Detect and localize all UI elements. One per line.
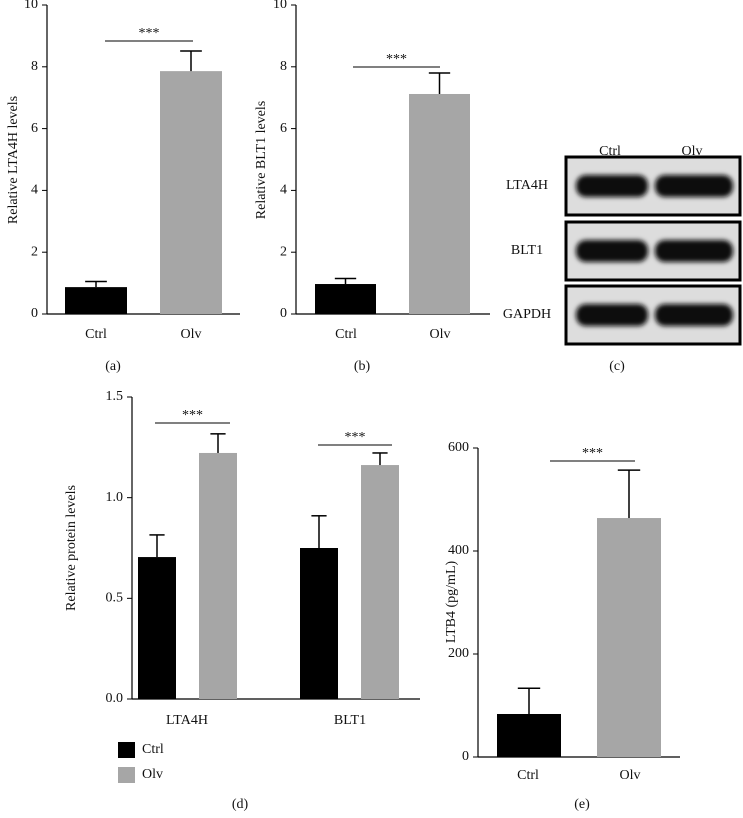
blot-band — [576, 304, 648, 326]
legend-swatch — [118, 767, 135, 783]
x-tick-label: LTA4H — [166, 713, 208, 728]
y-axis-label: Relative protein levels — [64, 485, 79, 611]
y-tick-label: 600 — [448, 440, 469, 455]
panel-label: (b) — [354, 359, 371, 374]
bar — [300, 548, 338, 699]
y-tick-label: 4 — [280, 183, 287, 198]
y-tick-label: 0 — [31, 306, 38, 321]
panel-label: (c) — [609, 359, 625, 374]
legend-label: Ctrl — [142, 742, 164, 757]
x-tick-label: Ctrl — [85, 327, 107, 342]
blot-row-label: LTA4H — [506, 178, 548, 193]
y-tick-label: 1.0 — [106, 490, 124, 505]
error-bar — [334, 277, 357, 285]
y-tick-label: 10 — [273, 0, 287, 12]
error-bar — [311, 515, 327, 548]
significance-label: *** — [182, 408, 203, 423]
y-tick-label: 2 — [280, 244, 287, 259]
error-bar — [617, 469, 641, 519]
y-tick-label: 2 — [31, 244, 38, 259]
y-axis-label: Relative BLT1 levels — [254, 101, 269, 219]
blot-band — [655, 175, 733, 197]
significance-label: *** — [386, 52, 407, 67]
bar — [409, 93, 470, 314]
error-bar — [210, 433, 226, 453]
x-tick-label: Olv — [620, 768, 641, 783]
y-tick-label: 0 — [462, 749, 469, 764]
blot-band — [655, 240, 733, 262]
bar — [65, 287, 127, 314]
bar — [199, 452, 237, 699]
y-tick-label: 8 — [280, 59, 287, 74]
panel-label: (e) — [574, 797, 590, 812]
y-tick-label: 0 — [280, 306, 287, 321]
error-bar — [85, 280, 107, 288]
legend-label: Olv — [142, 767, 163, 782]
significance-label: *** — [345, 430, 366, 445]
bar — [315, 284, 376, 314]
y-tick-label: 10 — [24, 0, 38, 12]
error-bar — [517, 687, 541, 714]
bar — [138, 557, 176, 699]
legend-swatch — [118, 742, 135, 758]
bar — [597, 518, 661, 757]
x-tick-label: Ctrl — [517, 768, 539, 783]
significance-label: *** — [582, 446, 603, 461]
y-tick-label: 200 — [448, 646, 469, 661]
x-tick-label: Ctrl — [335, 327, 357, 342]
y-axis-label: Relative LTA4H levels — [6, 96, 21, 224]
x-tick-label: BLT1 — [334, 713, 366, 728]
y-tick-label: 6 — [280, 121, 287, 136]
blot-band — [655, 304, 733, 326]
x-tick-label: Olv — [430, 327, 451, 342]
blot-column-label: Ctrl — [599, 144, 621, 159]
panel-label: (d) — [232, 797, 249, 812]
blot-band — [576, 175, 648, 197]
blot-row-label: BLT1 — [511, 243, 543, 258]
y-tick-label: 400 — [448, 543, 469, 558]
bar — [497, 713, 561, 757]
panel-label: (a) — [105, 359, 121, 374]
y-tick-label: 4 — [31, 183, 38, 198]
bar — [361, 465, 399, 699]
error-bar — [149, 534, 165, 558]
y-axis-label: LTB4 (pg/mL) — [444, 561, 459, 644]
error-bar — [180, 50, 202, 72]
y-tick-label: 0.0 — [106, 691, 124, 706]
error-bar — [372, 452, 388, 466]
significance-label: *** — [139, 26, 160, 41]
bar — [160, 71, 222, 314]
blot-column-label: Olv — [682, 144, 703, 159]
y-tick-label: 0.5 — [106, 591, 124, 606]
error-bar — [428, 72, 451, 94]
y-tick-label: 6 — [31, 121, 38, 136]
blot-row-label: GAPDH — [503, 307, 551, 322]
y-tick-label: 8 — [31, 59, 38, 74]
y-tick-label: 1.5 — [106, 389, 124, 404]
blot-band — [576, 240, 648, 262]
x-tick-label: Olv — [181, 327, 202, 342]
